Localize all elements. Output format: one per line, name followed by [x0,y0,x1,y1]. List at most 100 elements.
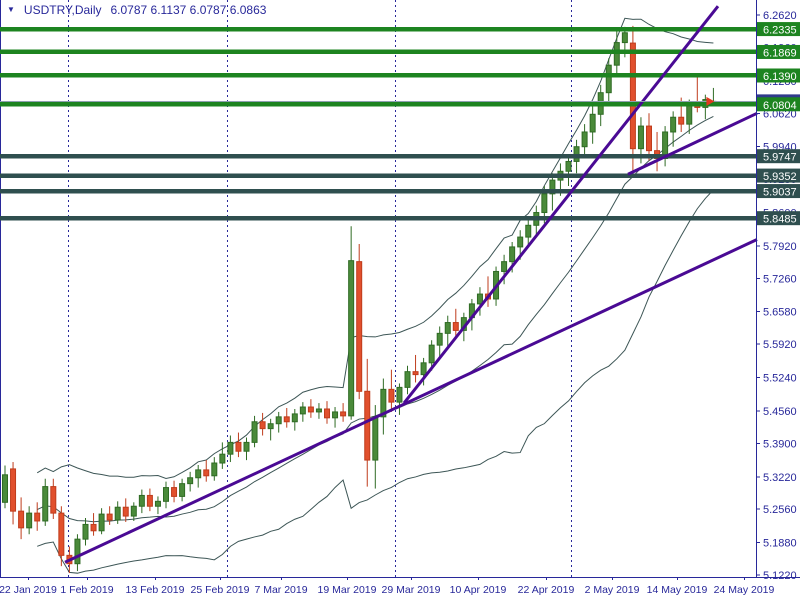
candle [476,293,483,305]
price-tick-label: 5.6580 [763,307,797,319]
symbol-period-label: USDTRY,Daily [23,3,102,17]
price-tick-label: 6.0620 [763,108,797,120]
candle [42,486,49,522]
candle [211,462,218,477]
price-tick-label: 5.5920 [763,339,797,351]
candle [678,116,685,125]
price-line-label [757,97,800,112]
candle [187,477,194,485]
candle [82,523,89,540]
candle [203,469,210,477]
candle [517,236,524,248]
candle [58,512,65,556]
candle [686,103,693,125]
price-line-label [757,44,800,59]
candle [243,441,250,452]
date-tick-label: 7 Mar 2019 [254,584,307,596]
horizontal-lines-layer[interactable] [0,26,756,221]
candle [291,413,298,423]
candle [549,179,556,195]
candle [130,505,137,517]
candle [541,193,548,214]
current-price-arrow [706,96,715,106]
candle [106,513,113,521]
date-tick-label: 2 May 2019 [585,584,640,596]
price-tick-label: 5.3220 [763,472,797,484]
candle [138,494,145,507]
candle [195,469,202,479]
price-tick-label: 5.1220 [763,570,797,582]
price-line-label [757,184,800,199]
price-tick-label: 5.2560 [763,504,797,516]
date-tick-label: 22 Apr 2019 [518,584,575,596]
candle [34,512,41,522]
price-line-label-text: 5.9747 [763,152,797,164]
date-tick-label: 14 May 2019 [647,584,708,596]
candle [179,483,186,497]
candle [18,510,25,529]
candle [589,113,596,133]
date-tick-label: 13 Feb 2019 [126,584,185,596]
trend-lines-layer[interactable] [64,5,758,564]
candle [380,388,387,418]
candle [501,261,508,272]
candles-layer [2,25,717,574]
candle [251,421,258,443]
candle [404,371,411,388]
date-tick-label: 25 Feb 2019 [191,584,250,596]
candle [332,411,339,419]
candle [412,371,419,376]
time-axis[interactable]: 22 Jan 2019 1 Feb 2019 13 Feb 2019 25 Feb 2… [0,577,775,596]
price-line-label-text: 6.1390 [763,71,797,83]
candle [163,487,169,502]
candle [581,131,588,148]
date-tick-label: 19 Mar 2019 [318,584,377,596]
candle [267,423,274,430]
price-line-label [757,22,800,37]
price-line-label-text: 5.9352 [763,171,797,183]
price-tick-label: 5.7260 [763,273,797,285]
price-tick-label: 6.2620 [763,10,797,22]
date-tick-label: 24 May 2019 [714,584,775,596]
bid-price-layer [0,96,756,106]
candle [171,487,178,497]
price-tick-label: 5.5240 [763,373,797,385]
date-tick-label: 1 Feb 2019 [60,584,113,596]
candle [340,411,347,417]
price-axis[interactable]: 6.26206.19606.12806.06205.99405.92805.86… [0,0,800,582]
candle [662,131,669,159]
price-line-label-text: 6.1869 [763,47,797,59]
candle [219,453,226,464]
candle [10,468,17,512]
candle [98,513,105,532]
price-line-label [757,68,800,83]
candle [565,160,572,172]
candle [444,322,451,334]
candle [2,474,8,503]
candle [372,416,379,461]
month-gridlines [68,0,572,577]
candle [646,125,652,152]
candle [637,125,644,150]
candle [670,116,677,133]
trend-line[interactable] [627,111,758,176]
candle [629,42,636,150]
price-tick-label: 5.4560 [763,406,797,418]
candle [235,441,242,452]
candle [315,408,322,413]
price-line-label [757,168,800,183]
candle [388,388,395,403]
candle [621,32,628,44]
price-line-label-text: 6.2335 [763,25,797,37]
candle [452,322,459,331]
trend-line[interactable] [402,5,720,405]
candle [509,246,516,263]
trend-line[interactable] [64,238,758,564]
price-tick-label: 5.7920 [763,241,797,253]
candle [324,408,330,419]
candle [396,386,403,403]
collapse-chart-icon[interactable]: ▼ [7,5,15,14]
price-line-label [757,211,800,226]
